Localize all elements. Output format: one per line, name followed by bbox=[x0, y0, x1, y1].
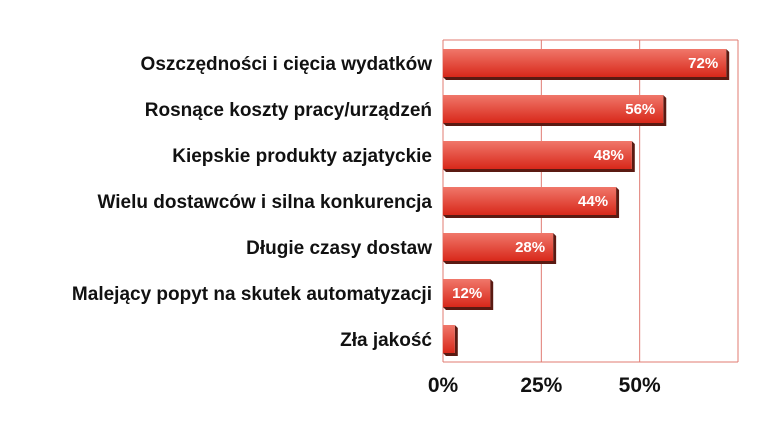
category-label-5: Malejący popyt na skutek automatyzacji bbox=[72, 284, 432, 305]
bar-0: 72% bbox=[443, 49, 730, 80]
x-tick-label-2: 50% bbox=[619, 374, 661, 397]
bar-3: 44% bbox=[443, 187, 620, 218]
category-label-3: Wielu dostawców i silna konkurencja bbox=[97, 192, 432, 213]
data-label-3: 44% bbox=[578, 193, 608, 210]
category-label-2: Kiepskie produkty azjatyckie bbox=[172, 146, 432, 167]
category-label-4: Długie czasy dostaw bbox=[246, 238, 432, 259]
category-labels: Oszczędności i cięcia wydatków Rosnące ko… bbox=[72, 54, 433, 351]
category-label-0: Oszczędności i cięcia wydatków bbox=[141, 54, 433, 75]
bar-4: 28% bbox=[443, 233, 557, 264]
category-label-6: Zła jakość bbox=[340, 330, 432, 351]
x-axis-ticks: 0% 25% 50% bbox=[428, 374, 661, 397]
bar-rect-1 bbox=[443, 95, 664, 123]
data-label-1: 56% bbox=[625, 101, 655, 118]
bar-rect-5 bbox=[443, 279, 491, 307]
x-tick-label-0: 0% bbox=[428, 374, 459, 397]
bar-rect-3 bbox=[443, 187, 617, 215]
bar-rect-0 bbox=[443, 49, 727, 77]
x-tick-label-1: 25% bbox=[520, 374, 562, 397]
grid bbox=[442, 39, 739, 363]
bar-2: 48% bbox=[443, 141, 635, 172]
bar-rect-2 bbox=[443, 141, 632, 169]
data-label-5: 12% bbox=[452, 285, 482, 302]
data-label-0: 72% bbox=[688, 55, 718, 72]
bar-rect-4 bbox=[443, 233, 554, 261]
category-label-1: Rosnące koszty pracy/urządzeń bbox=[145, 100, 432, 121]
bar-5: 12% bbox=[443, 279, 494, 310]
bar-shadow-6 bbox=[443, 325, 458, 356]
data-label-2: 48% bbox=[594, 147, 624, 164]
bar-rect-6 bbox=[443, 325, 455, 353]
bar-1: 56% bbox=[443, 95, 667, 126]
bar-6 bbox=[443, 325, 458, 356]
data-label-4: 28% bbox=[515, 239, 545, 256]
bars: 72% 56% 48% 44% 28% 12% bbox=[443, 49, 730, 356]
